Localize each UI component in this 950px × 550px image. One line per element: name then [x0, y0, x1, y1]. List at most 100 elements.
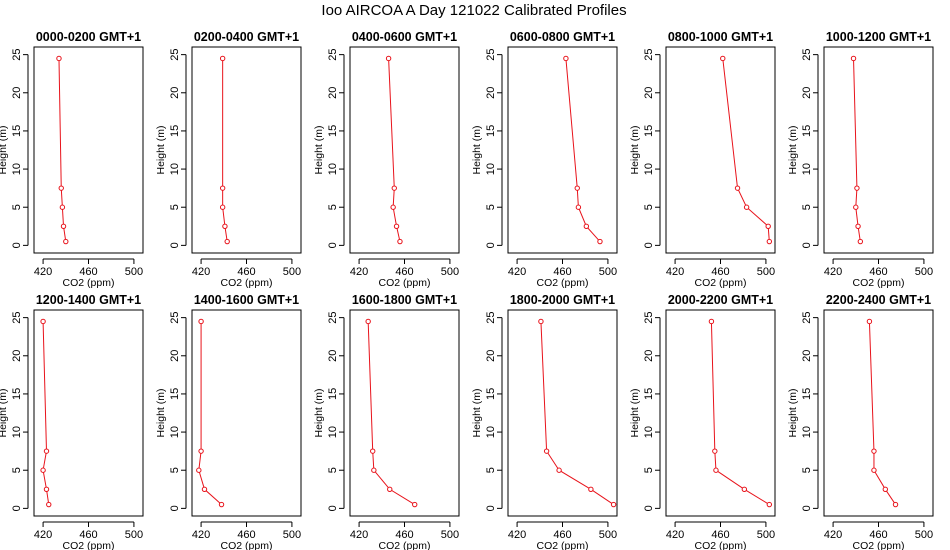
data-point [222, 223, 228, 229]
x-tick-label: 500 [757, 529, 775, 541]
profile-panel: 1400-1600 GMT+1 420 460 500 CO2 (ppm) 0 5 10 15 2… [155, 293, 302, 550]
y-tick-label: 10 [485, 163, 497, 175]
y-tick-label: 20 [801, 87, 813, 99]
y-tick-label: 20 [327, 350, 339, 362]
x-tick-label: 500 [599, 529, 617, 541]
data-point [198, 448, 204, 454]
data-point [365, 318, 371, 325]
plot-frame [507, 46, 618, 254]
plot-frame [33, 309, 144, 517]
y-tick-label: 5 [11, 204, 23, 210]
y-tick-label: 0 [327, 242, 339, 248]
data-point [196, 467, 202, 473]
profile-line [868, 321, 896, 505]
y-tick-label: 20 [169, 350, 181, 362]
profile-panel: 1600-1800 GMT+1 420 460 500 CO2 (ppm) 0 5 10 15 2… [313, 293, 460, 550]
profile-line [565, 58, 601, 242]
data-point [734, 185, 741, 191]
y-tick-label: 20 [169, 87, 181, 99]
data-point [583, 223, 590, 229]
x-tick-label: 460 [553, 266, 571, 278]
y-tick-label: 20 [485, 87, 497, 99]
data-point [543, 448, 550, 454]
data-point [43, 486, 50, 492]
data-point [371, 467, 377, 473]
y-tick-label: 5 [643, 467, 655, 473]
panel-title: 1600-1800 GMT+1 [352, 293, 457, 307]
data-point [575, 204, 582, 210]
panel-title: 0800-1000 GMT+1 [668, 30, 773, 44]
x-tick-label: 460 [237, 266, 255, 278]
y-tick-label: 15 [801, 125, 813, 137]
profile-line [722, 58, 770, 242]
x-axis-label: CO2 (ppm) [63, 540, 115, 550]
panel-title: 0600-0800 GMT+1 [510, 30, 615, 44]
data-point [853, 204, 859, 210]
y-tick-label: 15 [485, 388, 497, 400]
data-point [40, 467, 46, 473]
x-axis-label: CO2 (ppm) [853, 540, 905, 550]
y-tick-label: 5 [327, 204, 339, 210]
profile-line [540, 321, 614, 505]
y-tick-label: 10 [327, 163, 339, 175]
data-point [741, 486, 748, 492]
y-tick-label: 0 [801, 242, 813, 248]
x-axis-label: CO2 (ppm) [221, 277, 273, 289]
y-axis-label: Height (m) [471, 388, 483, 437]
x-tick-label: 460 [237, 529, 255, 541]
profile-panel: 2200-2400 GMT+1 420 460 500 CO2 (ppm) 0 5 10 15 2… [787, 293, 934, 550]
profile-line [222, 58, 228, 242]
y-tick-label: 25 [801, 312, 813, 324]
y-tick-label: 0 [327, 505, 339, 511]
panel-title: 0000-0200 GMT+1 [36, 30, 141, 44]
data-point [765, 223, 771, 229]
x-tick-label: 500 [441, 529, 459, 541]
y-tick-label: 15 [801, 388, 813, 400]
data-point [713, 467, 719, 473]
x-axis-label: CO2 (ppm) [379, 540, 431, 550]
x-tick-label: 460 [869, 529, 887, 541]
y-tick-label: 10 [11, 426, 23, 438]
x-tick-label: 500 [599, 266, 617, 278]
y-tick-label: 5 [643, 204, 655, 210]
panel-title: 0400-0600 GMT+1 [352, 30, 457, 44]
x-axis-label: CO2 (ppm) [537, 277, 589, 289]
y-tick-label: 10 [643, 426, 655, 438]
y-tick-label: 5 [169, 204, 181, 210]
y-axis-label: Height (m) [471, 125, 483, 174]
y-axis-label: Height (m) [787, 388, 799, 437]
y-tick-label: 15 [327, 125, 339, 137]
profile-panel: 0400-0600 GMT+1 420 460 500 CO2 (ppm) 0 5 10 15 2… [313, 30, 460, 289]
y-tick-label: 15 [643, 388, 655, 400]
y-tick-label: 10 [643, 163, 655, 175]
profile-line [367, 321, 415, 505]
panel-title: 1000-1200 GMT+1 [826, 30, 931, 44]
data-point [387, 486, 393, 492]
data-point [574, 185, 580, 191]
y-tick-label: 10 [11, 163, 23, 175]
y-axis-label: Height (m) [787, 125, 799, 174]
data-point [892, 501, 899, 508]
data-point [219, 55, 226, 62]
x-tick-label: 420 [34, 529, 52, 541]
plot-frame [33, 46, 144, 254]
y-tick-label: 25 [485, 312, 497, 324]
y-axis-label: Height (m) [155, 125, 167, 174]
y-tick-label: 0 [801, 505, 813, 511]
data-point [610, 501, 617, 508]
x-tick-label: 420 [192, 266, 210, 278]
y-tick-label: 0 [643, 505, 655, 511]
data-point [46, 501, 52, 508]
y-tick-label: 5 [801, 204, 813, 210]
y-axis-label: Height (m) [629, 388, 641, 437]
x-tick-label: 420 [666, 266, 684, 278]
y-tick-label: 0 [169, 242, 181, 248]
plot-frame [191, 46, 302, 254]
y-tick-label: 10 [485, 426, 497, 438]
y-tick-label: 5 [327, 467, 339, 473]
data-point [720, 55, 726, 62]
data-point [597, 238, 603, 245]
x-tick-label: 500 [125, 529, 143, 541]
